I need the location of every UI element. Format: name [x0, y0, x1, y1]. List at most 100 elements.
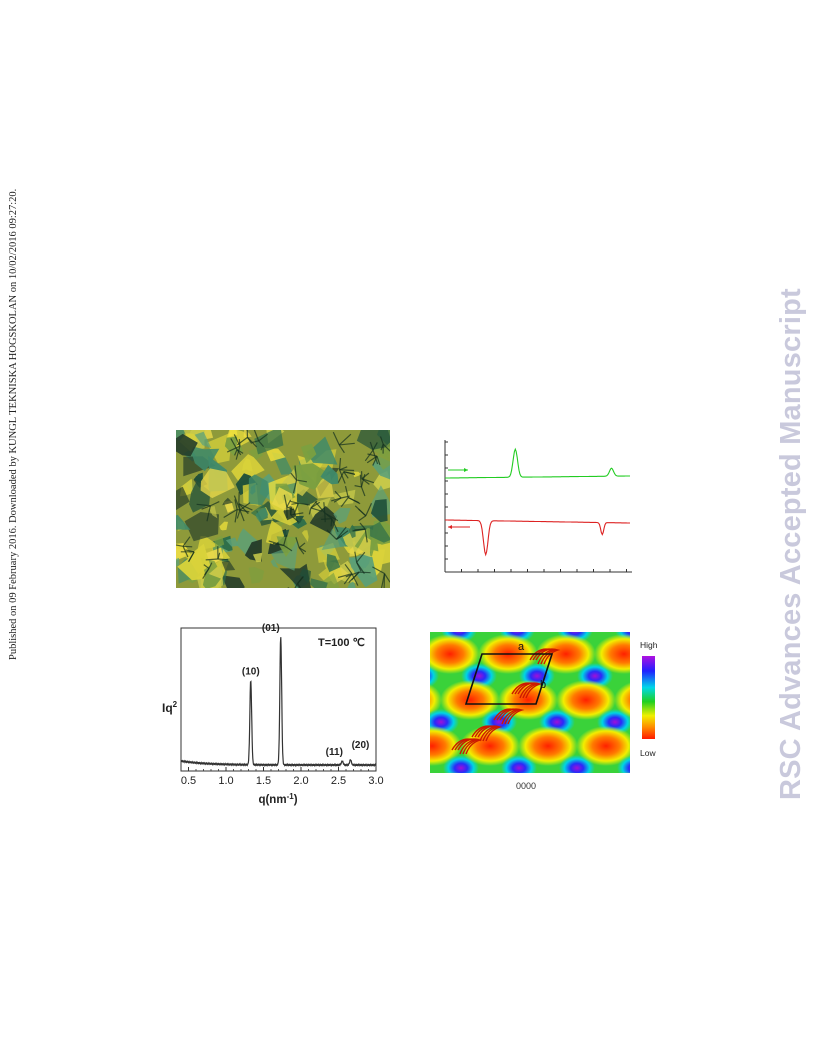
texture-line [359, 571, 371, 574]
density-high-blob [430, 684, 442, 716]
texture-line [238, 503, 249, 515]
texture-line [187, 551, 195, 563]
dsc-chart [444, 440, 632, 573]
texture-line [354, 485, 362, 488]
texture-line [239, 509, 245, 522]
texture-line [253, 430, 260, 442]
texture-grain [248, 567, 265, 584]
texture-line [367, 453, 378, 457]
texture-line [334, 490, 342, 499]
texture-grain [225, 537, 239, 547]
texture-grain [353, 471, 362, 478]
watermark: RSC Advances Accepted Manuscript [775, 288, 807, 800]
lattice-b-label: b [540, 679, 546, 691]
texture-line [206, 505, 211, 522]
texture-line [185, 549, 195, 553]
saxs-chart: 0.5 1.0 1.5 2.0 2.5 3.0 T=100 ℃ (10) (01) (11… [162, 623, 384, 806]
texture-grain [307, 497, 331, 521]
x-axis-label: q(nm-1) [258, 792, 297, 806]
pom-micrograph [176, 430, 390, 588]
molecule-chain [517, 682, 543, 699]
texture-line [296, 479, 307, 483]
texture-grain [193, 472, 203, 484]
texture-line [339, 469, 355, 472]
density-high-blob [518, 726, 578, 766]
texture-line [236, 509, 241, 519]
texture-grain [321, 528, 346, 550]
texture-line [223, 508, 238, 519]
density-high-blob [654, 772, 662, 794]
texture-line [217, 558, 229, 561]
texture-line [298, 547, 307, 553]
texture-line [338, 433, 352, 446]
x-tick-label: 1.0 [218, 775, 233, 787]
texture-grain [214, 535, 225, 549]
texture-line [358, 515, 367, 522]
texture-grain [200, 468, 235, 499]
texture-line [361, 472, 370, 480]
texture-line [359, 522, 366, 530]
texture-line [340, 497, 349, 508]
texture-grain [370, 499, 388, 523]
texture-line [295, 537, 300, 548]
texture-line [347, 496, 360, 504]
texture-line [258, 440, 265, 447]
texture-grain [374, 442, 390, 470]
heating-curve [445, 447, 630, 479]
texture-line [183, 545, 193, 548]
density-high-blob [594, 634, 630, 674]
density-high-blob [558, 772, 578, 773]
texture-line [326, 529, 337, 540]
density-high-blob [442, 772, 462, 773]
texture-line [332, 431, 340, 446]
texture-grain [300, 443, 317, 464]
molecule-chain [499, 708, 525, 725]
texture-line [196, 503, 211, 507]
texture-grain [221, 575, 245, 588]
texture-line [382, 443, 390, 452]
molecule-chain [477, 725, 503, 742]
saxs-curve [180, 637, 377, 768]
texture-line [283, 494, 288, 508]
texture-grain [176, 486, 190, 511]
density-high-blob [536, 634, 596, 674]
texture-line [343, 573, 353, 585]
texture-grain [206, 432, 232, 464]
texture-line [203, 564, 210, 569]
density-high-blob [500, 772, 520, 773]
texture-grain [320, 464, 339, 485]
texture-line [308, 507, 312, 515]
temperature-annotation: T=100 ℃ [318, 637, 365, 649]
texture-line [356, 551, 366, 563]
texture-grain [176, 557, 180, 567]
texture-line [331, 518, 339, 533]
texture-line [343, 471, 349, 479]
texture-line [217, 552, 221, 560]
publication-note: Published on 09 February 2016. Downloade… [8, 188, 19, 660]
texture-line [351, 573, 359, 586]
texture-line [297, 576, 304, 584]
texture-line [234, 509, 238, 523]
texture-line [360, 474, 366, 488]
texture-line [236, 449, 244, 454]
texture-line [298, 542, 306, 549]
texture-grain [306, 436, 338, 465]
texture-line [233, 434, 241, 447]
texture-line [335, 526, 347, 540]
texture-line [359, 474, 363, 487]
x-tick-label: 1.5 [256, 775, 271, 787]
texture-line [343, 471, 355, 475]
texture-line [338, 469, 346, 484]
texture-line [360, 486, 366, 497]
texture-grain [248, 474, 269, 505]
texture-grain [254, 430, 284, 455]
texture-line [292, 479, 298, 494]
texture-line [286, 499, 292, 508]
density-map: a b High Low 0000 [430, 632, 662, 794]
texture-line [182, 536, 191, 547]
texture-line [339, 466, 348, 471]
texture-line [235, 445, 241, 460]
texture-line [339, 442, 355, 446]
density-high-blob [430, 634, 480, 674]
texture-line [372, 455, 378, 466]
